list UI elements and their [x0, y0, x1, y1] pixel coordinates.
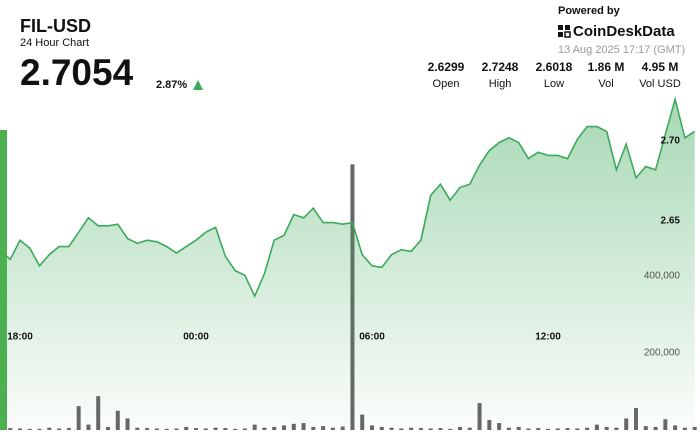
- plot-area: [0, 96, 697, 431]
- x-tick-label: 06:00: [359, 332, 385, 343]
- timestamp: 13 Aug 2025 17:17 (GMT): [558, 44, 685, 56]
- stat-value: 4.95 M: [642, 60, 679, 74]
- stat-label: Open: [433, 78, 460, 90]
- chart-subtitle: 24 Hour Chart: [20, 37, 89, 49]
- stat-value: 2.6299: [428, 60, 465, 74]
- stat-value: 2.7248: [482, 60, 519, 74]
- stat-value: 2.6018: [536, 60, 573, 74]
- stat-label: Vol USD: [639, 78, 681, 90]
- accent-stripe: [0, 130, 7, 430]
- up-arrow: [193, 80, 203, 90]
- x-tick-label: 12:00: [535, 332, 561, 343]
- price-line: [0, 96, 696, 299]
- brand-name: CoinDeskData: [573, 23, 675, 40]
- price-area: [0, 99, 695, 431]
- x-tick-label: 00:00: [183, 332, 209, 343]
- chart-title: FIL-USD: [20, 16, 91, 36]
- y2-tick-label: 200,000: [644, 348, 681, 359]
- y2-tick-label: 400,000: [644, 271, 681, 282]
- brand-logo: [558, 25, 571, 38]
- stats: 2.6299 Open 2.7248 High 2.6018 Low 1.86 M Vol 4.…: [428, 60, 681, 90]
- y-tick-label: 2.70: [661, 136, 681, 147]
- change-percent: 2.87%: [156, 79, 187, 91]
- stat-label: High: [489, 78, 512, 90]
- x-tick-label: 18:00: [7, 332, 33, 343]
- y-tick-label: 2.65: [661, 216, 681, 227]
- stat-label: Vol: [598, 78, 613, 90]
- stat-label: Low: [544, 78, 564, 90]
- stat-value: 1.86 M: [588, 60, 625, 74]
- last-price: 2.7054: [20, 52, 134, 93]
- powered-by: Powered by: [558, 5, 621, 17]
